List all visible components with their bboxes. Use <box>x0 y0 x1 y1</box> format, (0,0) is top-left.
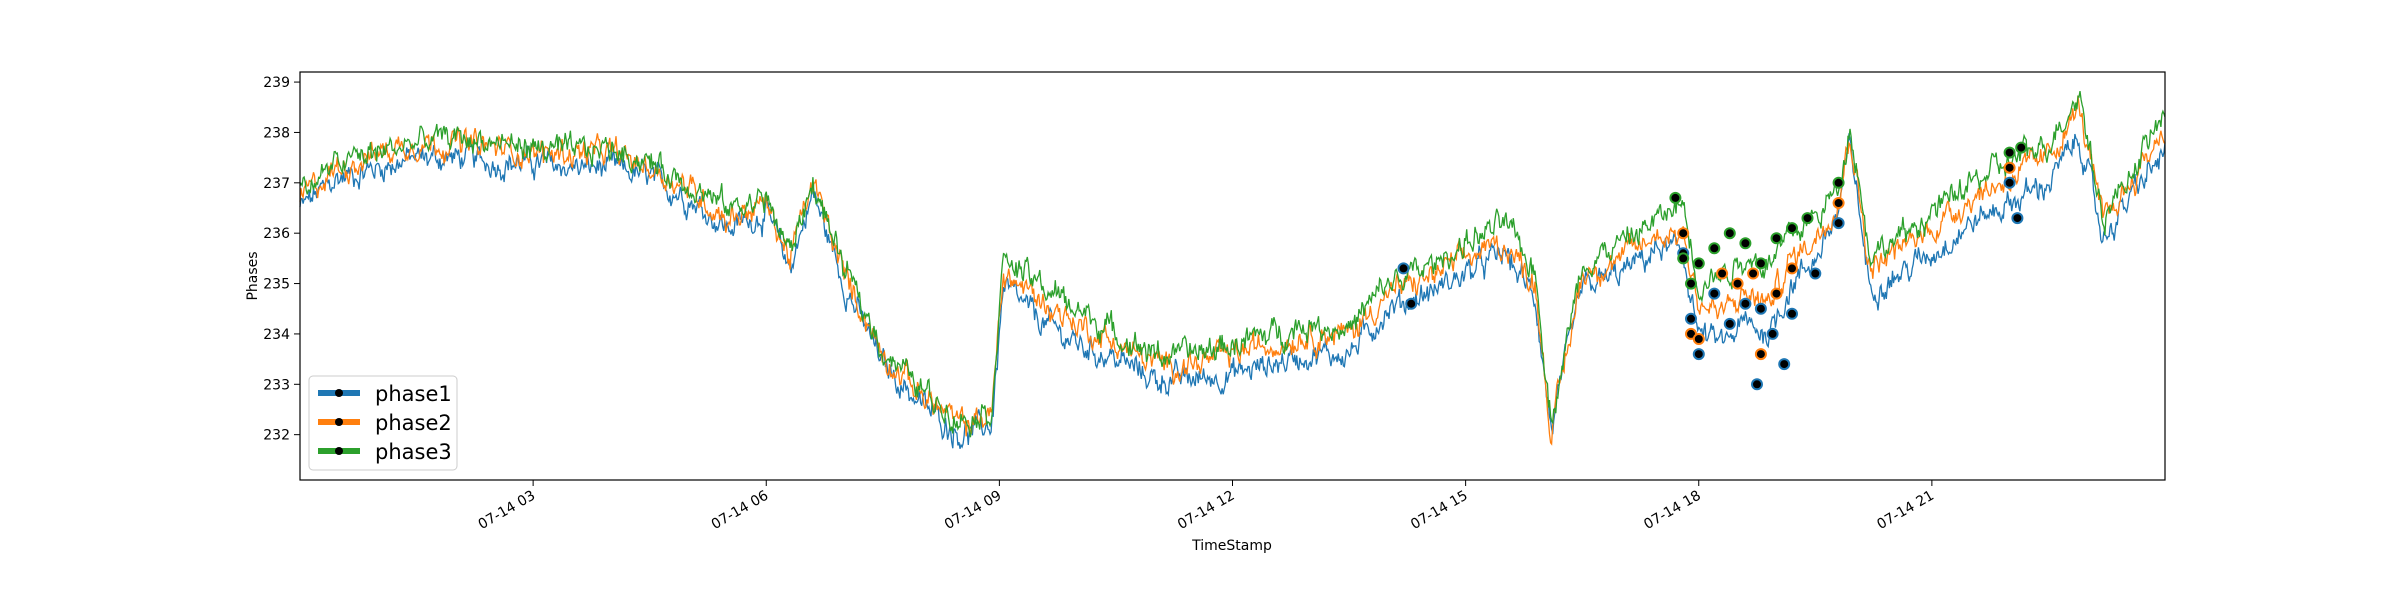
anomaly-point-phase3 <box>1801 212 1814 225</box>
anomaly-point-phase2 <box>1716 267 1729 280</box>
anomaly-point-phase1 <box>1708 287 1721 300</box>
anomaly-point-phase1 <box>1751 378 1763 391</box>
anomaly-point-phase2 <box>1770 287 1783 300</box>
anomaly-point-phase3 <box>1786 222 1798 235</box>
legend-marker-phase1 <box>335 389 343 397</box>
anomaly-point-phase3 <box>1685 277 1697 290</box>
legend-label-phase2: phase2 <box>375 411 452 435</box>
anomaly-point-phase3 <box>1832 176 1845 189</box>
anomaly-point-phase2 <box>1677 227 1690 240</box>
y-axis-label: Phases <box>245 251 261 300</box>
anomaly-point-phase3 <box>1692 257 1705 270</box>
legend-marker-phase2 <box>335 418 343 426</box>
legend-item-phase3: phase3 <box>318 440 452 464</box>
anomaly-point-phase3 <box>2003 146 2016 159</box>
legend-item-phase1: phase1 <box>318 382 452 406</box>
anomaly-point-phase3 <box>2015 141 2028 154</box>
legend-label-phase1: phase1 <box>375 382 452 406</box>
anomaly-point-phase1 <box>1723 317 1736 330</box>
anomaly-point-phase3 <box>1739 237 1752 250</box>
anomaly-point-phase1 <box>1766 327 1779 340</box>
y-tick-label: 232 <box>263 428 290 444</box>
y-tick-label: 236 <box>263 226 290 242</box>
legend-marker-phase3 <box>335 447 343 455</box>
plot-area <box>299 90 2166 449</box>
legend: phase1 phase2 phase3 <box>308 375 458 471</box>
anomaly-point-phase2 <box>1754 348 1767 361</box>
legend-item-phase2: phase2 <box>318 411 452 435</box>
anomaly-point-phase2 <box>1747 267 1760 280</box>
series-line-phase3 <box>299 90 2166 438</box>
legend-box <box>308 375 458 471</box>
y-axis: 232 233 234 235 236 237 238 239 <box>263 75 300 444</box>
anomaly-point-phase1 <box>1786 307 1798 320</box>
anomaly-point-phase1 <box>1405 297 1418 310</box>
anomaly-point-phase3 <box>1723 227 1736 240</box>
anomaly-point-phase1 <box>1809 267 1822 280</box>
y-tick-label: 238 <box>263 125 290 141</box>
anomaly-point-phase1 <box>2011 212 2024 225</box>
y-tick-label: 235 <box>263 277 290 293</box>
anomaly-point-phase2 <box>1692 333 1705 345</box>
anomaly-point-phase2 <box>1731 277 1744 290</box>
anomaly-point-phase3 <box>1669 191 1682 204</box>
anomaly-point-phase1 <box>1397 262 1410 275</box>
anomaly-point-phase1 <box>1739 297 1752 310</box>
y-tick-label: 234 <box>263 327 290 343</box>
anomaly-point-phase1 <box>1685 312 1697 325</box>
anomaly-point-phase3 <box>1770 232 1783 245</box>
x-axis-label: TimeStamp <box>1191 538 1272 554</box>
legend-label-phase3: phase3 <box>375 440 452 464</box>
y-tick-label: 239 <box>263 75 290 91</box>
y-tick-label: 237 <box>263 176 290 192</box>
anomaly-point-phase3 <box>1754 257 1767 270</box>
anomaly-point-phase3 <box>1677 252 1690 265</box>
anomaly-point-phase2 <box>1786 262 1798 275</box>
anomaly-point-phase1 <box>2003 176 2016 189</box>
anomaly-point-phase1 <box>1692 348 1705 361</box>
y-tick-label: 233 <box>263 377 290 393</box>
anomaly-point-phase3 <box>1708 242 1721 255</box>
anomaly-point-phase1 <box>1754 302 1767 315</box>
anomaly-point-phase2 <box>1832 197 1845 209</box>
anomaly-point-phase1 <box>1832 217 1845 230</box>
anomaly-markers <box>1397 141 2028 391</box>
anomaly-point-phase2 <box>2003 161 2016 174</box>
anomaly-point-phase1 <box>1778 358 1791 371</box>
